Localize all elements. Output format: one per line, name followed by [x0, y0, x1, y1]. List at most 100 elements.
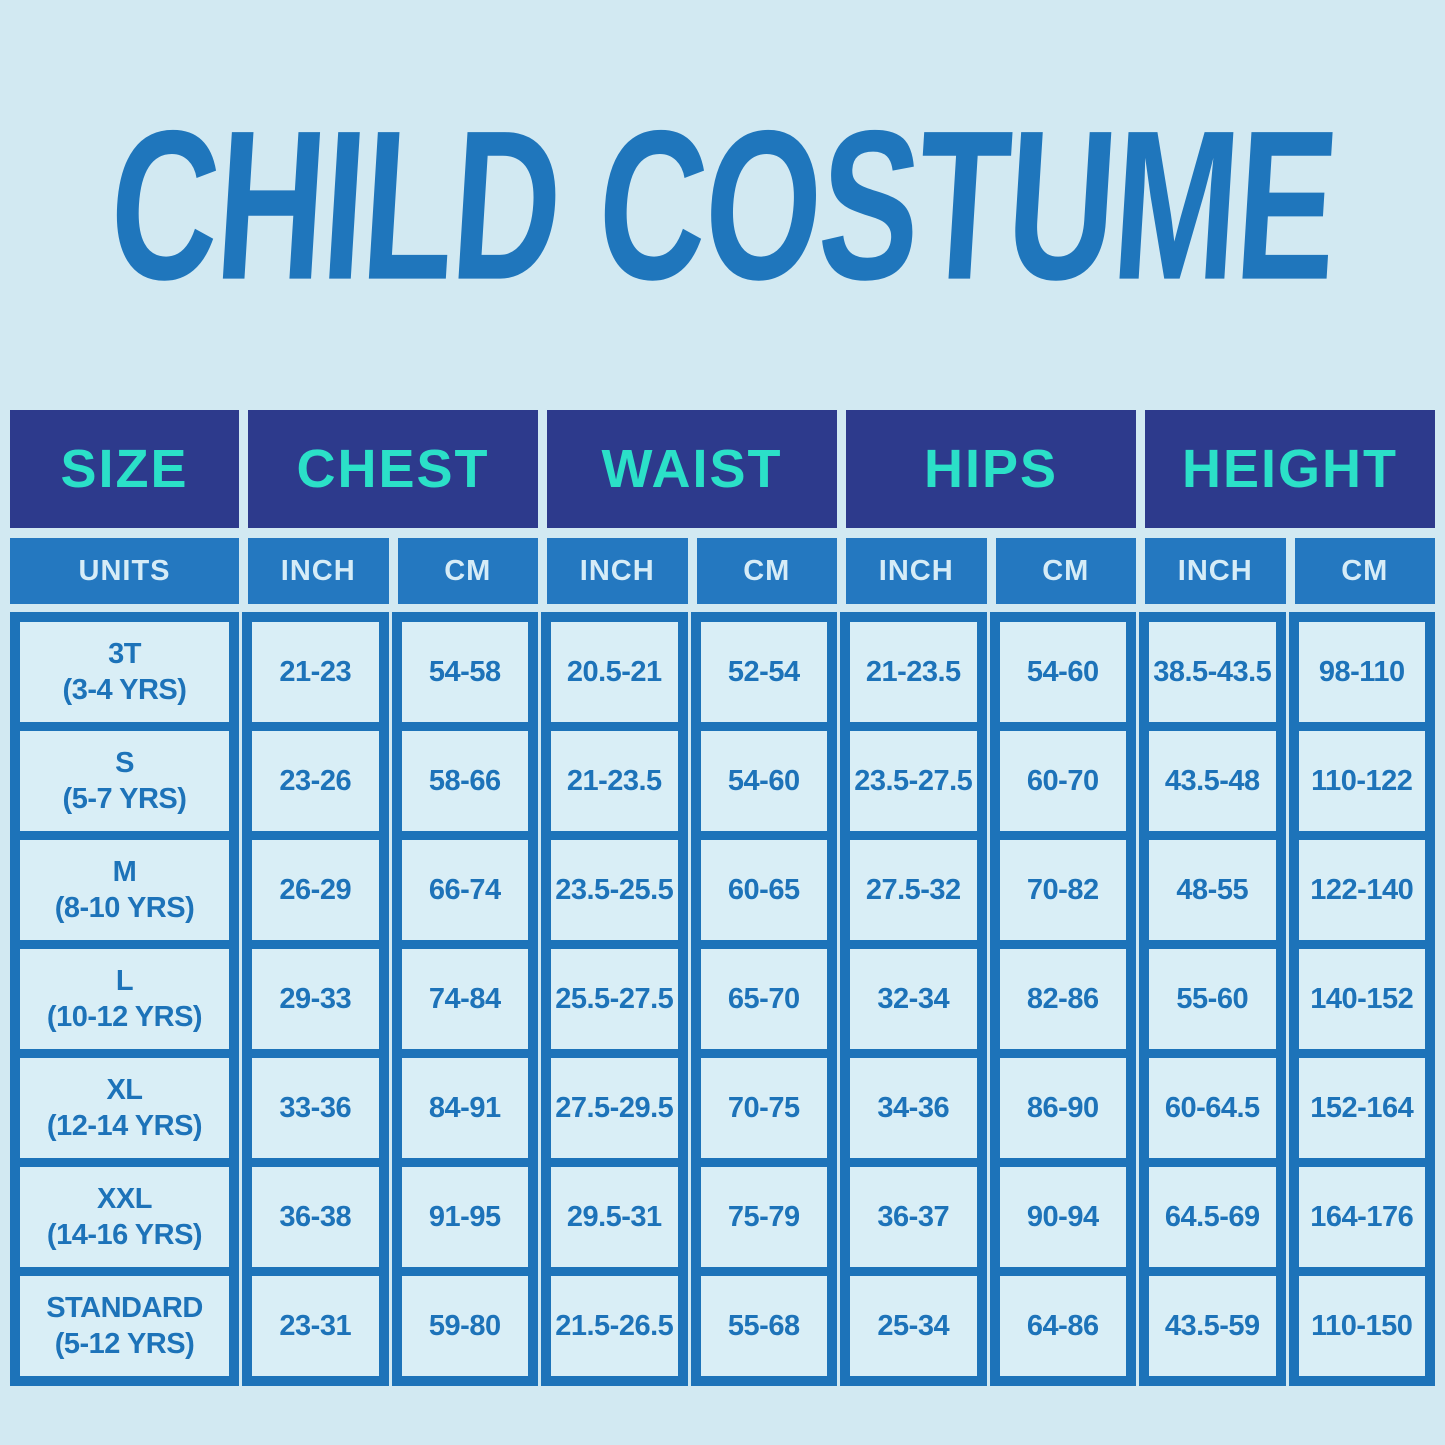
size-age: (14-16 YRS)	[46, 1219, 203, 1251]
height-cm-column: 98-110 110-122 122-140 140-152 152-164 1…	[1288, 612, 1435, 1386]
value-cell: 25.5-27.5	[551, 940, 678, 1049]
value-cell: 74-84	[401, 940, 528, 1049]
value-cell: 21-23	[279, 655, 352, 688]
size-age: (10-12 YRS)	[46, 1001, 203, 1033]
size-cell: S (5-7 YRS)	[20, 722, 229, 831]
value-cell: 59-80	[401, 1267, 528, 1376]
hips-cm-column: 54-60 60-70 70-82 82-86 86-90 90-94 64-8…	[989, 612, 1136, 1386]
value-cell: 23-26	[252, 722, 379, 831]
value-cell: 110-122	[1298, 722, 1425, 831]
value-cell: 64.5-69	[1149, 1158, 1276, 1267]
chest-inch-column: 21-23 23-26 26-29 29-33 33-36 36-38 23-3…	[242, 612, 389, 1386]
chest-cm-column: 54-58 58-66 66-74 74-84 84-91 91-95 59-8…	[391, 612, 538, 1386]
value-cell: 75-79	[700, 1158, 827, 1267]
value-cell: 33-36	[252, 1049, 379, 1158]
value-cell: 27.5-29.5	[551, 1049, 678, 1158]
value-cell: 21.5-26.5	[551, 1267, 678, 1376]
value-cell: 43.5-59	[1149, 1267, 1276, 1376]
size-name: XL	[106, 1073, 143, 1106]
value-cell: 54-58	[428, 655, 501, 688]
value-cell: 70-75	[700, 1049, 827, 1158]
header-chest: CHEST	[248, 410, 538, 528]
size-name: STANDARD	[46, 1291, 203, 1324]
value-cell: 122-140	[1298, 831, 1425, 940]
value-cell: 26-29	[252, 831, 379, 940]
size-age: (5-12 YRS)	[54, 1328, 195, 1360]
page-title-text: CHILD COSTUME	[103, 85, 1342, 324]
hips-cm-label: CM	[995, 538, 1136, 604]
value-cell: 140-152	[1298, 940, 1425, 1049]
value-cell: 84-91	[401, 1049, 528, 1158]
value-cell: 55-60	[1149, 940, 1276, 1049]
value-cell: 64-86	[999, 1267, 1126, 1376]
page-title: CHILD COSTUME	[0, 0, 1445, 410]
size-age: (5-7 YRS)	[62, 783, 187, 815]
size-age: (8-10 YRS)	[54, 892, 195, 924]
chest-cm-label: CM	[397, 538, 538, 604]
hips-inch-column: 21-23.5 23.5-27.5 27.5-32 32-34 34-36 36…	[840, 612, 987, 1386]
size-age: (12-14 YRS)	[46, 1110, 203, 1142]
header-size: SIZE	[10, 410, 239, 528]
value-cell: 91-95	[401, 1158, 528, 1267]
header-hips: HIPS	[846, 410, 1136, 528]
value-cell: 21-23.5	[551, 722, 678, 831]
value-cell: 70-82	[999, 831, 1126, 940]
size-cell: XL (12-14 YRS)	[20, 1049, 229, 1158]
size-age: (3-4 YRS)	[62, 674, 187, 706]
value-cell: 164-176	[1298, 1158, 1425, 1267]
value-cell: 152-164	[1298, 1049, 1425, 1158]
value-cell: 65-70	[700, 940, 827, 1049]
value-cell: 23-31	[252, 1267, 379, 1376]
size-cell: STANDARD (5-12 YRS)	[20, 1267, 229, 1376]
value-cell: 110-150	[1298, 1267, 1425, 1376]
value-cell: 60-70	[999, 722, 1126, 831]
size-cell: M (8-10 YRS)	[20, 831, 229, 940]
value-cell: 82-86	[999, 940, 1126, 1049]
size-name: M	[112, 855, 137, 888]
value-cell: 86-90	[999, 1049, 1126, 1158]
value-cell: 20.5-21	[566, 655, 662, 688]
units-label: UNITS	[10, 538, 239, 604]
size-name: L	[115, 964, 134, 997]
size-cell: L (10-12 YRS)	[20, 940, 229, 1049]
value-cell: 58-66	[401, 722, 528, 831]
value-cell: 90-94	[999, 1158, 1126, 1267]
size-cell: XXL (14-16 YRS)	[20, 1158, 229, 1267]
height-inch-label: INCH	[1145, 538, 1286, 604]
header-waist: WAIST	[547, 410, 837, 528]
size-column: 3T (3-4 YRS) S (5-7 YRS) M (8-10 YRS) L (10-…	[10, 612, 239, 1386]
value-cell: 60-65	[700, 831, 827, 940]
hips-inch-label: INCH	[846, 538, 987, 604]
value-cell: 21-23.5	[865, 655, 961, 688]
value-cell: 54-60	[1026, 655, 1099, 688]
value-cell: 48-55	[1149, 831, 1276, 940]
value-cell: 23.5-27.5	[850, 722, 977, 831]
value-cell: 32-34	[850, 940, 977, 1049]
size-cell: 3T (3-4 YRS)	[20, 622, 229, 722]
value-cell: 27.5-32	[850, 831, 977, 940]
value-cell: 60-64.5	[1149, 1049, 1276, 1158]
value-cell: 66-74	[401, 831, 528, 940]
waist-cm-label: CM	[696, 538, 837, 604]
value-cell: 43.5-48	[1149, 722, 1276, 831]
header-height: HEIGHT	[1145, 410, 1435, 528]
value-cell: 23.5-25.5	[551, 831, 678, 940]
units-header-row: UNITS INCH CM INCH CM INCH CM INCH CM	[10, 538, 1435, 604]
chest-inch-label: INCH	[248, 538, 389, 604]
waist-cm-column: 52-54 54-60 60-65 65-70 70-75 75-79 55-6…	[690, 612, 837, 1386]
value-cell: 29-33	[252, 940, 379, 1049]
value-cell: 98-110	[1318, 655, 1405, 688]
waist-inch-label: INCH	[547, 538, 688, 604]
table-header-row: SIZE CHEST WAIST HIPS HEIGHT	[10, 410, 1435, 528]
height-inch-column: 38.5-43.5 43.5-48 48-55 55-60 60-64.5 64…	[1139, 612, 1286, 1386]
size-chart-table: SIZE CHEST WAIST HIPS HEIGHT UNITS INCH …	[10, 410, 1435, 1386]
size-name: S	[115, 746, 134, 779]
table-body: 3T (3-4 YRS) S (5-7 YRS) M (8-10 YRS) L (10-…	[10, 612, 1435, 1386]
value-cell: 38.5-43.5	[1153, 655, 1272, 688]
waist-inch-column: 20.5-21 21-23.5 23.5-25.5 25.5-27.5 27.5…	[541, 612, 688, 1386]
value-cell: 36-38	[252, 1158, 379, 1267]
value-cell: 55-68	[700, 1267, 827, 1376]
value-cell: 36-37	[850, 1158, 977, 1267]
value-cell: 34-36	[850, 1049, 977, 1158]
value-cell: 52-54	[727, 655, 800, 688]
